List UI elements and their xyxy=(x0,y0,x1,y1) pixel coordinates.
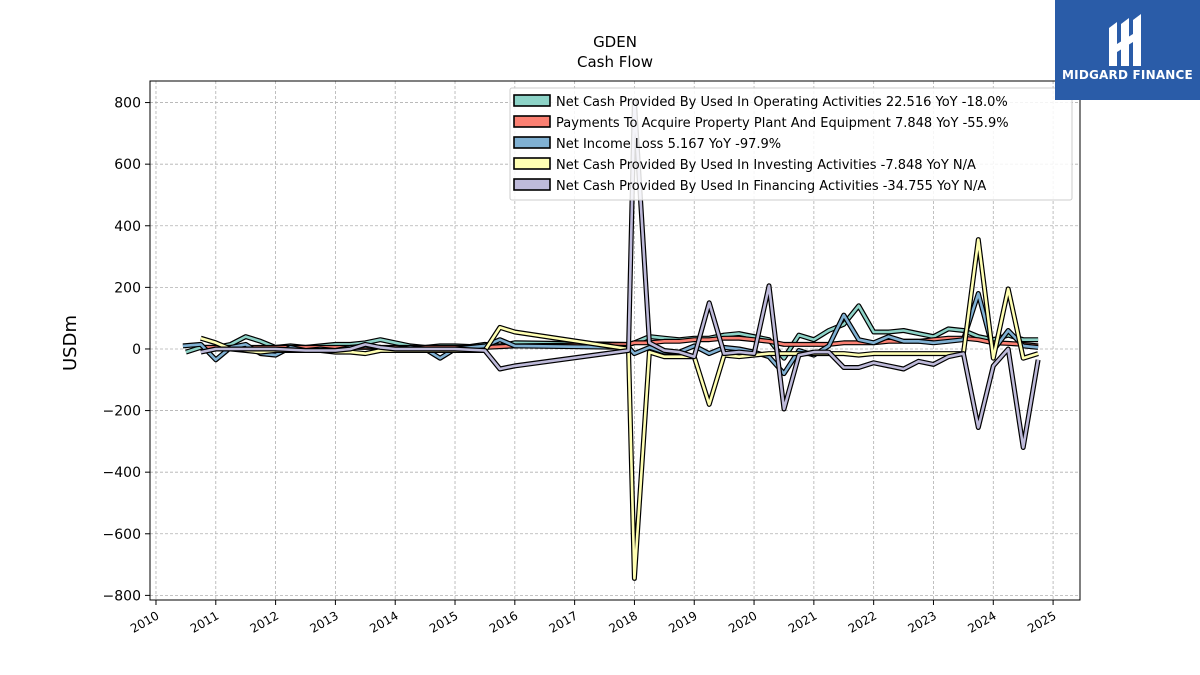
legend-swatch-1 xyxy=(513,115,551,128)
legend-swatch-2 xyxy=(513,136,551,149)
logo-mark-icon xyxy=(1109,14,1141,66)
legend-entry-1: Payments To Acquire Property Plant And E… xyxy=(556,116,1009,131)
series-line-3 xyxy=(200,238,1039,580)
x-tick-label: 2020 xyxy=(726,608,759,635)
y-axis-label: USDm xyxy=(60,315,81,371)
y-tick-label: 200 xyxy=(114,280,141,296)
y-tick-label: −200 xyxy=(103,404,141,420)
x-tick-label: 2014 xyxy=(367,608,400,635)
legend-swatch-3 xyxy=(513,157,551,170)
x-tick-label: 2019 xyxy=(666,608,699,635)
chart-subtitle: Cash Flow xyxy=(577,53,653,71)
x-tick-label: 2017 xyxy=(547,608,580,635)
y-tick-label: 600 xyxy=(114,157,141,173)
legend-entry-3: Net Cash Provided By Used In Investing A… xyxy=(556,158,976,173)
series-outline-3 xyxy=(200,237,1039,581)
legend-swatch-4 xyxy=(513,178,551,191)
y-tick-label: 800 xyxy=(114,96,141,112)
x-tick-label: 2015 xyxy=(427,608,460,635)
chart-title: GDEN xyxy=(593,33,637,51)
y-tick-label: 0 xyxy=(132,342,141,358)
y-tick-label: −400 xyxy=(103,465,141,481)
x-tick-label: 2018 xyxy=(606,608,639,635)
x-tick-label: 2011 xyxy=(188,608,221,635)
legend-swatch-0 xyxy=(513,94,551,107)
x-tick-label: 2025 xyxy=(1025,608,1058,635)
x-tick-label: 2012 xyxy=(248,608,281,635)
legend-entry-4: Net Cash Provided By Used In Financing A… xyxy=(556,179,986,194)
legend: Net Cash Provided By Used In Operating A… xyxy=(509,87,1073,201)
x-tick-label: 2010 xyxy=(128,608,161,635)
y-tick-label: −800 xyxy=(103,588,141,604)
y-tick-label: 400 xyxy=(114,219,141,235)
plot-frame xyxy=(149,80,1081,601)
x-tick-label: 2016 xyxy=(487,608,520,635)
x-tick-label: 2013 xyxy=(307,608,340,635)
x-tick-label: 2021 xyxy=(786,608,819,635)
logo-text: MIDGARD FINANCE xyxy=(1062,68,1193,82)
legend-entry-2: Net Income Loss 5.167 YoY -97.9% xyxy=(556,137,781,152)
midgard-finance-logo: MIDGARD FINANCE xyxy=(1055,0,1200,100)
series-line-4 xyxy=(200,99,1040,449)
y-tick-label: −600 xyxy=(103,527,141,543)
x-tick-label: 2023 xyxy=(906,608,939,635)
legend-box xyxy=(509,87,1073,201)
x-tick-label: 2024 xyxy=(965,608,998,635)
x-tick-label: 2022 xyxy=(846,608,879,635)
legend-entry-0: Net Cash Provided By Used In Operating A… xyxy=(556,95,1008,110)
series-lines xyxy=(182,98,1041,581)
